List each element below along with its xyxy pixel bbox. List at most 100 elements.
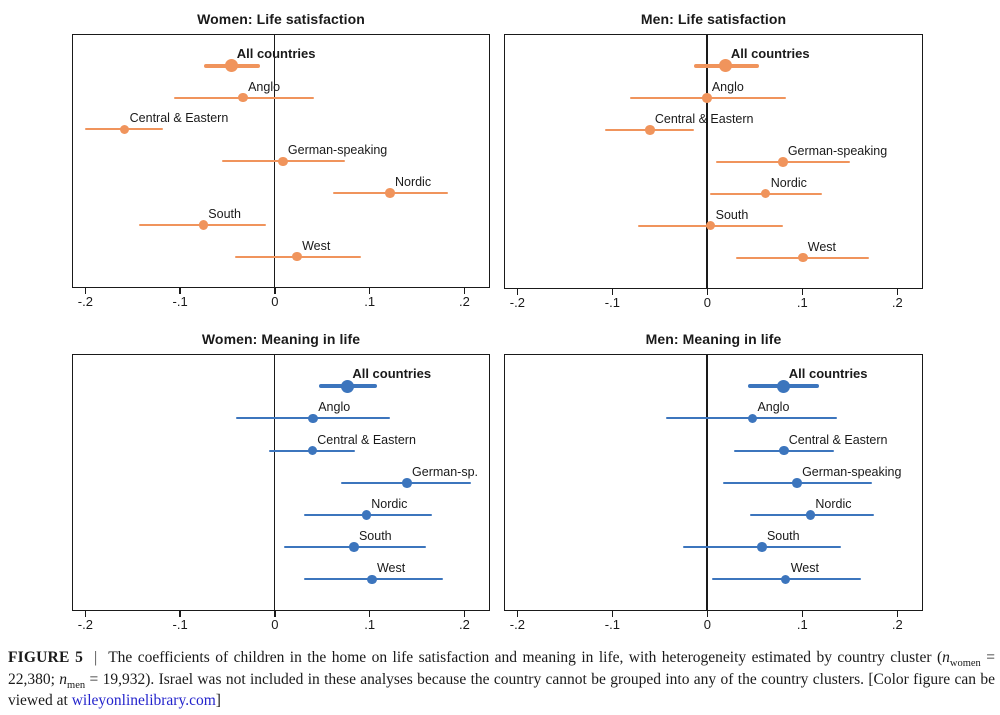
panel-title: Men: Life satisfaction — [640, 11, 787, 27]
coefficient-point-marker — [349, 542, 359, 552]
axis-tick-mark — [179, 611, 181, 617]
n-women-value: = 22,380; — [8, 649, 995, 688]
coefficient-point-marker — [308, 413, 318, 424]
axis-tick-label: .1 — [364, 617, 376, 632]
coefficient-point-marker — [760, 188, 771, 199]
plot-area: All countries Anglo Central & Eastern Germa… — [504, 354, 923, 611]
x-axis: -.2 -.1 0 .1 .2 — [72, 288, 490, 314]
coefficient-point-marker — [292, 251, 302, 262]
cluster-label: West — [376, 561, 406, 576]
figure-number-label: FIGURE 5 — [8, 649, 84, 666]
coefficient-point-marker — [777, 379, 791, 393]
axis-tick-label: -.1 — [172, 294, 188, 309]
axis-tick-mark — [516, 289, 519, 295]
wiley-online-library-link[interactable]: wileyonlinelibrary.com — [71, 692, 216, 710]
axis-tick-mark — [274, 288, 276, 294]
axis-tick-mark — [463, 611, 466, 617]
cluster-label: South — [715, 207, 749, 222]
coefficient-point-marker — [702, 93, 712, 103]
caption-separator: | — [94, 649, 98, 666]
caption-text-1: The coefficients of children in the home… — [108, 649, 943, 666]
axis-tick-mark — [801, 289, 804, 295]
cluster-label: Central & Eastern — [654, 111, 754, 126]
axis-tick-mark — [611, 611, 614, 617]
panel-title: Women: Life satisfaction — [197, 11, 365, 27]
cluster-label: Nordic — [770, 175, 807, 190]
plot-area: All countries Anglo Central & Eastern Germa… — [72, 34, 490, 288]
coefficient-point-marker — [225, 59, 239, 73]
cluster-label: Central & Eastern — [129, 111, 229, 126]
coefficient-point-marker — [307, 445, 318, 456]
axis-tick-mark — [84, 611, 87, 617]
zero-reference-line — [706, 35, 708, 288]
n-men-subscript: men — [67, 679, 86, 691]
coefficient-point-marker — [792, 478, 802, 488]
plot-area: All countries Anglo Central & Eastern Germa… — [504, 34, 923, 289]
axis-tick-mark — [706, 611, 709, 617]
axis-tick-label: .2 — [458, 617, 470, 632]
cluster-label: West — [790, 561, 819, 576]
axis-tick-mark — [896, 611, 899, 617]
cluster-label: South — [766, 529, 800, 544]
panel-men-life-satisfaction: Men: Life satisfaction All countries Angl… — [504, 9, 923, 315]
panel-title: Men: Meaning in life — [645, 331, 782, 347]
cluster-label: West — [302, 238, 331, 253]
n-women-subscript: women — [949, 658, 981, 670]
axis-tick-mark — [179, 288, 181, 294]
panel-women-life-satisfaction: Women: Life satisfaction All countries An… — [72, 9, 490, 314]
coefficient-point-marker — [278, 156, 288, 167]
coefficient-point-marker — [747, 413, 758, 424]
cluster-label: German-speaking — [802, 464, 902, 479]
coefficient-point-marker — [198, 220, 209, 230]
axis-tick-label: .1 — [364, 294, 376, 309]
caption-text-3: ] — [215, 692, 221, 710]
cluster-label: All countries — [352, 366, 432, 382]
coefficient-point-marker — [757, 542, 767, 552]
coefficient-point-marker — [238, 92, 248, 103]
axis-tick-label: 0 — [271, 617, 279, 632]
axis-tick-label: 0 — [271, 294, 279, 309]
n-women-variable: n — [942, 649, 950, 666]
axis-tick-label: -.1 — [172, 617, 188, 632]
coefficient-point-marker — [119, 124, 130, 135]
coefficient-point-marker — [645, 125, 655, 135]
axis-tick-label: -.1 — [604, 617, 620, 632]
axis-tick-label: -.2 — [509, 617, 525, 632]
coefficient-point-marker — [778, 157, 788, 167]
x-axis: -.2 -.1 0 .1 .2 — [504, 289, 923, 315]
coefficient-point-marker — [705, 220, 716, 231]
coefficient-point-marker — [779, 445, 789, 456]
cluster-label: German-speaking — [787, 143, 888, 158]
cluster-label: Nordic — [815, 496, 852, 511]
cluster-label: Anglo — [248, 79, 281, 94]
axis-tick-mark — [516, 611, 519, 617]
axis-tick-label: .1 — [796, 295, 808, 310]
cluster-label: Nordic — [371, 496, 408, 511]
axis-tick-mark — [611, 289, 614, 295]
coefficient-point-marker — [402, 478, 412, 488]
cluster-label: Anglo — [757, 400, 790, 415]
axis-tick-label: .1 — [796, 617, 808, 632]
axis-tick-label: .2 — [458, 294, 470, 309]
axis-tick-label: .2 — [891, 617, 903, 632]
cluster-label: All countries — [730, 46, 810, 61]
plot-area: All countries Anglo Central & Eastern Germa… — [72, 354, 490, 611]
axis-tick-label: -.2 — [509, 295, 525, 310]
axis-tick-mark — [801, 611, 804, 617]
cluster-label: West — [807, 239, 837, 254]
zero-reference-line — [273, 355, 276, 610]
axis-tick-label: 0 — [703, 295, 711, 310]
cluster-label: Anglo — [318, 400, 351, 415]
axis-tick-mark — [706, 289, 709, 295]
panel-women-meaning-in-life: Women: Meaning in life All countries Angl… — [72, 329, 490, 637]
axis-tick-label: -.2 — [77, 294, 93, 309]
coefficient-point-marker — [367, 574, 377, 585]
axis-tick-mark — [368, 611, 371, 617]
axis-tick-label: -.1 — [604, 295, 620, 310]
cluster-label: Central & Eastern — [317, 432, 416, 447]
coefficient-point-marker — [361, 510, 372, 520]
axis-tick-label: .2 — [891, 295, 903, 310]
figure-caption: FIGURE 5 | The coefficients of children in… — [8, 647, 995, 712]
n-men-variable: n — [59, 670, 68, 688]
